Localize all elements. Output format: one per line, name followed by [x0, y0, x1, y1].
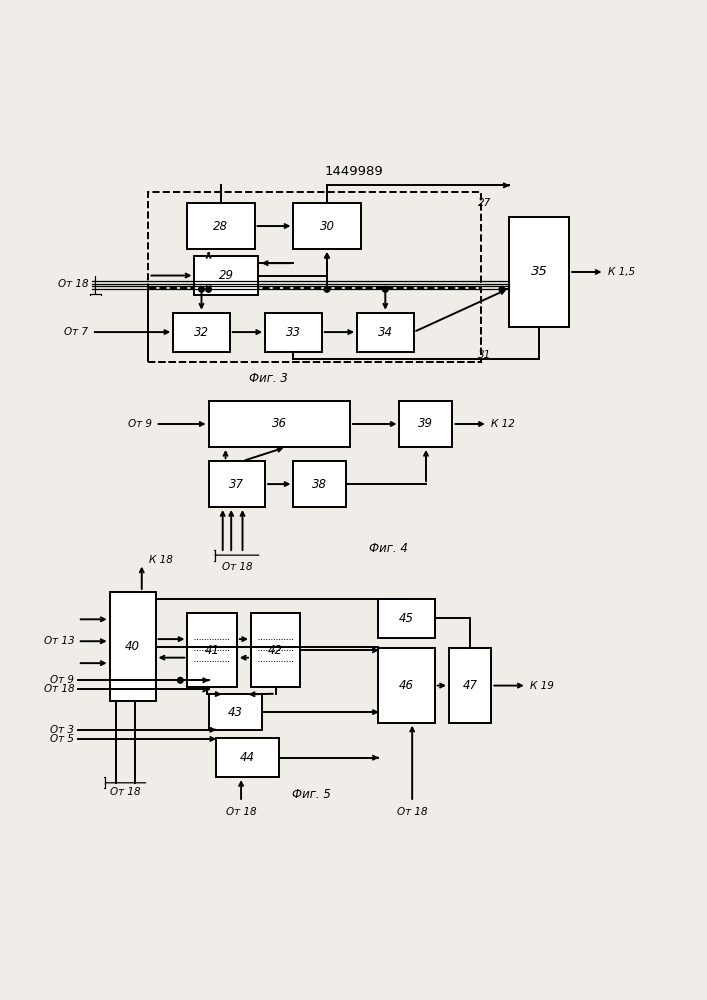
Text: От 18: От 18 — [58, 279, 88, 289]
Text: 34: 34 — [378, 326, 393, 339]
Text: 33: 33 — [286, 326, 301, 339]
Text: 1449989: 1449989 — [324, 165, 383, 178]
Text: От 18: От 18 — [397, 807, 428, 817]
Text: От 5: От 5 — [50, 734, 74, 744]
Bar — [194, 256, 258, 295]
Bar — [251, 613, 300, 687]
Text: От 18: От 18 — [44, 684, 74, 694]
Bar — [187, 613, 237, 687]
Text: От 18: От 18 — [226, 807, 257, 817]
Bar — [187, 203, 255, 249]
Bar — [209, 694, 262, 730]
Text: К 1,5: К 1,5 — [608, 267, 635, 277]
Text: Фиг. 4: Фиг. 4 — [370, 542, 408, 555]
Text: 31: 31 — [478, 350, 491, 360]
Text: К 12: К 12 — [491, 419, 515, 429]
Bar — [509, 217, 569, 327]
Text: От 9: От 9 — [50, 675, 74, 685]
Bar — [449, 648, 491, 723]
Bar — [378, 599, 435, 638]
Text: От 9: От 9 — [128, 419, 152, 429]
Bar — [148, 192, 481, 362]
Circle shape — [382, 286, 388, 292]
Bar — [148, 288, 481, 362]
Text: 41: 41 — [204, 644, 220, 657]
Text: От 18: От 18 — [221, 562, 252, 572]
Circle shape — [324, 286, 329, 292]
Text: От 7: От 7 — [64, 327, 88, 337]
Bar — [399, 401, 452, 447]
Text: 42: 42 — [268, 644, 284, 657]
Text: От 3: От 3 — [50, 725, 74, 735]
Bar — [293, 461, 346, 507]
Bar — [265, 313, 322, 352]
Bar — [209, 401, 350, 447]
Text: Фиг. 5: Фиг. 5 — [292, 788, 330, 801]
Circle shape — [499, 286, 505, 292]
Text: 39: 39 — [419, 417, 433, 430]
Bar — [357, 313, 414, 352]
Text: От 13: От 13 — [44, 636, 74, 646]
Bar — [209, 461, 265, 507]
Bar — [378, 648, 435, 723]
Circle shape — [177, 677, 183, 683]
Bar — [110, 592, 156, 701]
Text: 43: 43 — [228, 706, 243, 719]
Text: 35: 35 — [531, 265, 547, 278]
Circle shape — [199, 286, 204, 292]
Text: 46: 46 — [399, 679, 414, 692]
Text: 32: 32 — [194, 326, 209, 339]
Text: От 18: От 18 — [110, 787, 141, 797]
Text: 37: 37 — [229, 478, 245, 491]
Bar — [173, 313, 230, 352]
Text: К 18: К 18 — [148, 555, 173, 565]
Text: 44: 44 — [240, 751, 255, 764]
Bar — [216, 738, 279, 777]
Text: 40: 40 — [125, 640, 140, 653]
Text: 36: 36 — [271, 417, 287, 430]
Text: 47: 47 — [462, 679, 478, 692]
Text: 29: 29 — [218, 269, 234, 282]
Text: 30: 30 — [320, 220, 334, 233]
Text: 38: 38 — [312, 478, 327, 491]
Text: 45: 45 — [399, 612, 414, 625]
Text: 28: 28 — [214, 220, 228, 233]
Text: К 19: К 19 — [530, 681, 554, 691]
Circle shape — [206, 286, 211, 292]
Text: Фиг. 3: Фиг. 3 — [250, 372, 288, 385]
Bar — [293, 203, 361, 249]
Text: 27: 27 — [478, 198, 491, 208]
